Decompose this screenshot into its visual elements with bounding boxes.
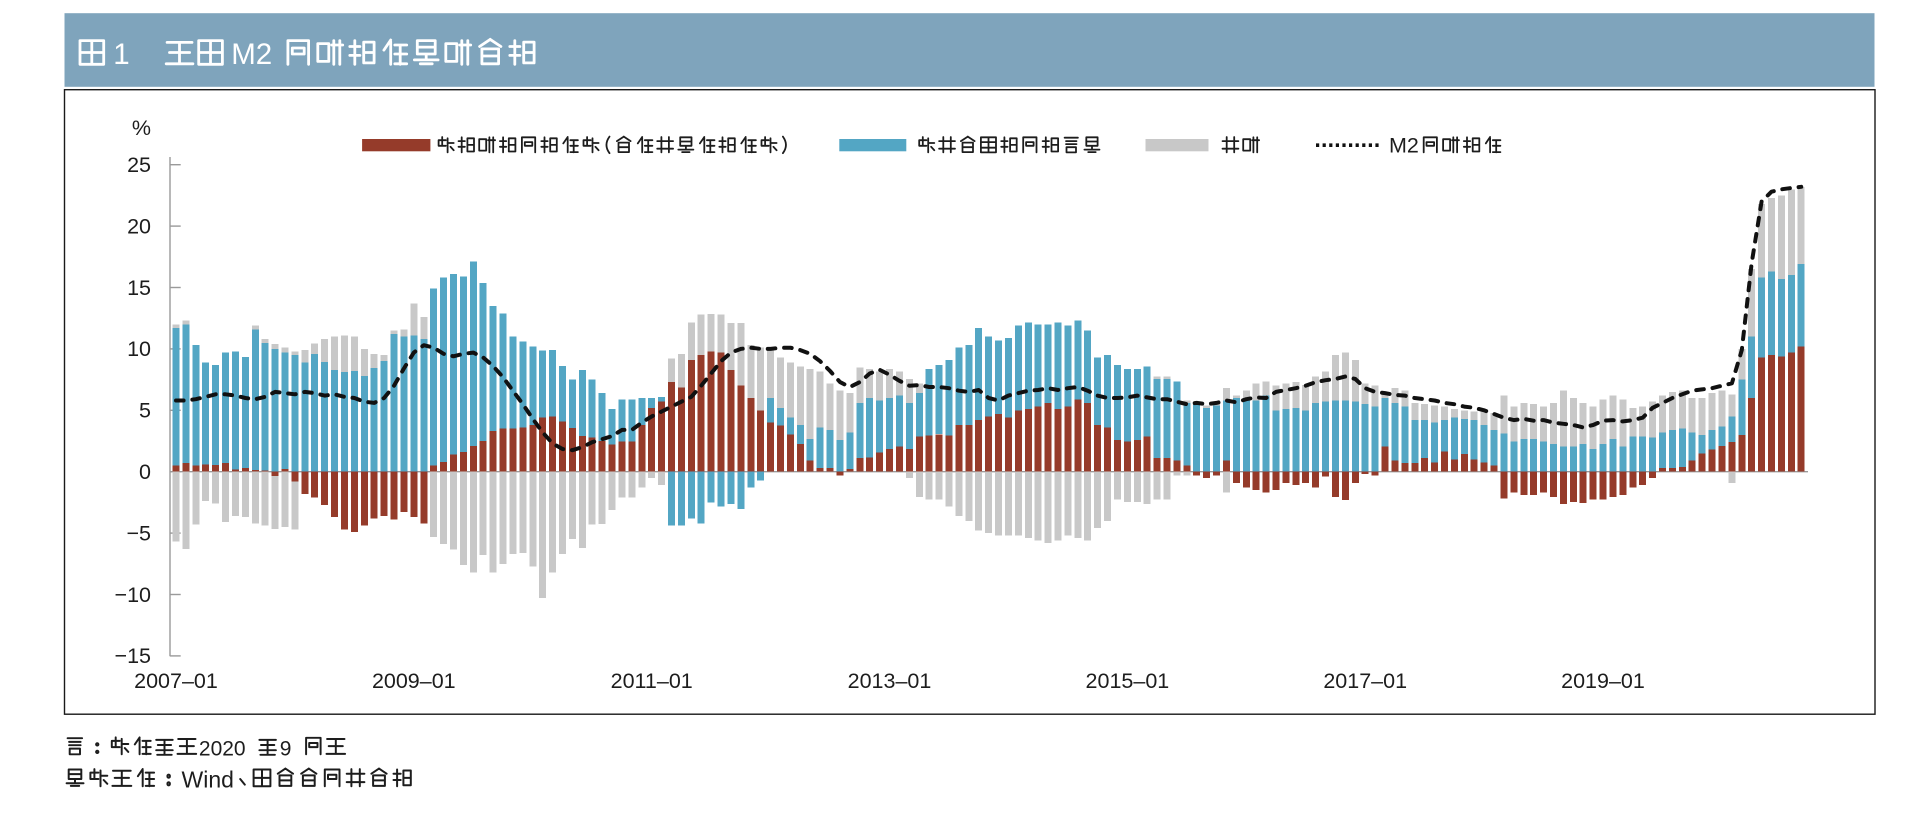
svg-text:Wind: Wind bbox=[182, 767, 234, 793]
svg-text:−10: −10 bbox=[115, 583, 152, 607]
svg-text:9: 9 bbox=[280, 738, 292, 761]
svg-text:−15: −15 bbox=[115, 644, 152, 668]
svg-text:5: 5 bbox=[139, 399, 151, 423]
svg-text:M2: M2 bbox=[231, 38, 272, 71]
svg-text:20: 20 bbox=[127, 214, 151, 238]
svg-text:10: 10 bbox=[127, 337, 151, 361]
svg-text:25: 25 bbox=[127, 153, 151, 177]
svg-text:2007–01: 2007–01 bbox=[134, 669, 218, 693]
svg-text:2020: 2020 bbox=[199, 738, 246, 761]
svg-text:−5: −5 bbox=[126, 521, 151, 545]
svg-text:2019–01: 2019–01 bbox=[1561, 669, 1645, 693]
svg-text:2011–01: 2011–01 bbox=[611, 669, 693, 693]
svg-text:2017–01: 2017–01 bbox=[1323, 669, 1407, 693]
svg-text:0: 0 bbox=[139, 460, 151, 484]
svg-text:15: 15 bbox=[127, 276, 151, 300]
svg-text:%: % bbox=[132, 116, 151, 140]
svg-text:2013–01: 2013–01 bbox=[848, 669, 932, 693]
svg-text:1: 1 bbox=[113, 38, 129, 71]
svg-text:2009–01: 2009–01 bbox=[372, 669, 456, 693]
svg-text:2015–01: 2015–01 bbox=[1086, 669, 1170, 693]
svg-text:M2: M2 bbox=[1389, 134, 1419, 158]
